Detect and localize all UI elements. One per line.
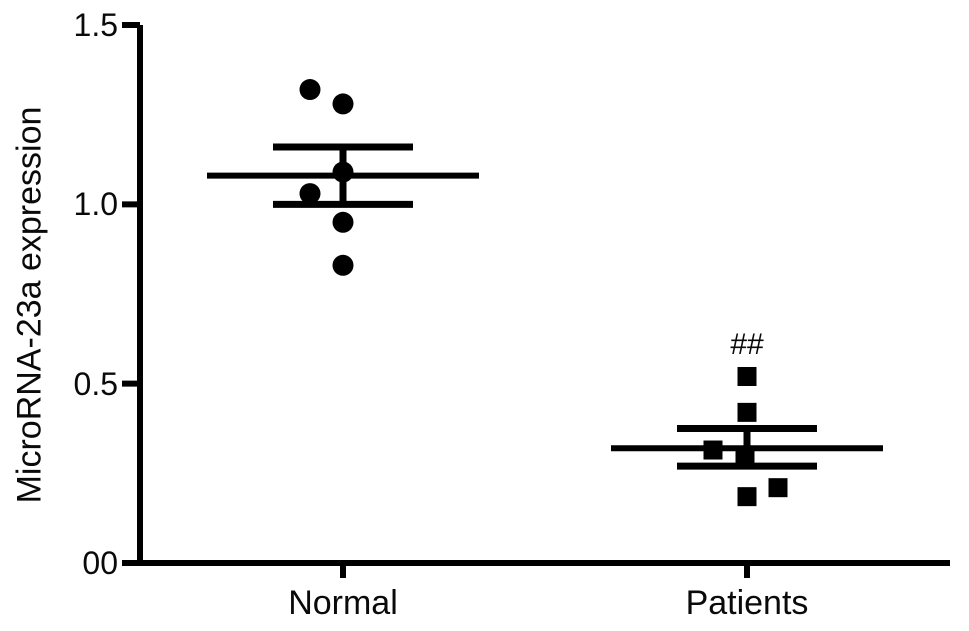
y-axis-title: MicroRNA-23a expression	[10, 106, 49, 504]
data-point-circle	[299, 79, 321, 101]
data-point-square	[737, 487, 757, 507]
data-point-square	[737, 402, 757, 422]
data-point-circle	[332, 211, 354, 233]
axes-line	[137, 25, 950, 566]
y-tick-label-0-5: 0.5	[73, 366, 118, 402]
data-point-circle	[332, 161, 354, 183]
data-point-circle	[332, 254, 354, 276]
data-point-circle	[299, 183, 321, 205]
y-tick-label-1-5: 1.5	[73, 7, 118, 43]
x-group-label-normal: Normal	[288, 584, 398, 622]
y-tick-label-1-0: 1.0	[73, 186, 118, 222]
data-point-circle	[332, 93, 354, 115]
data-point-square	[737, 366, 757, 386]
data-point-square	[703, 440, 723, 460]
x-group-label-patients: Patients	[685, 584, 809, 622]
significance-annotation: ##	[730, 328, 764, 361]
data-point-square	[768, 478, 788, 498]
y-tick-label-0-0: 00	[82, 545, 118, 581]
data-point-square	[735, 449, 755, 469]
